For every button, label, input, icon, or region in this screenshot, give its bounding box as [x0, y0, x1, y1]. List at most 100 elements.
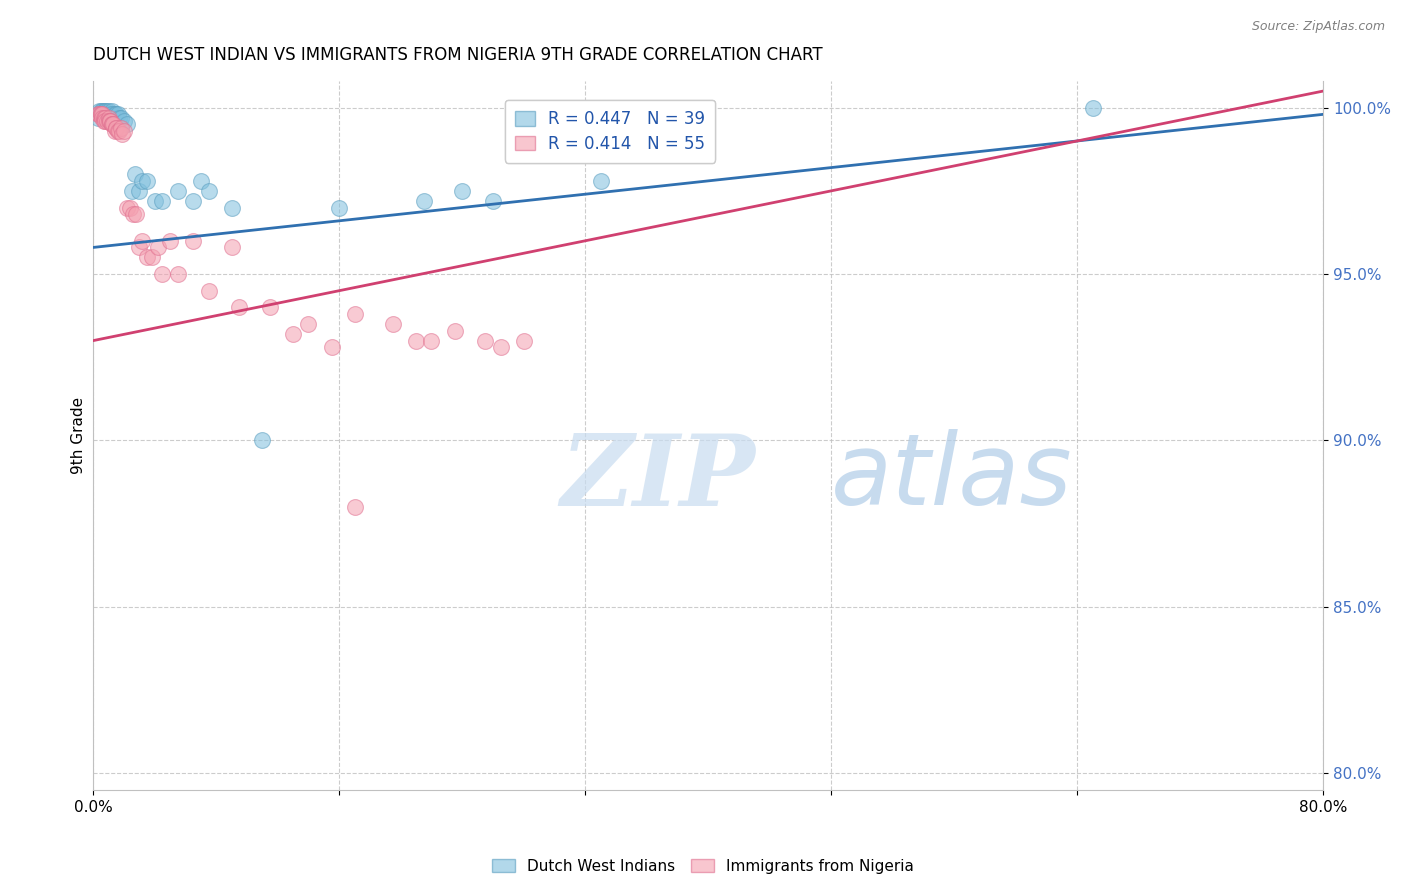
Point — [181, 194, 204, 208]
Point — [91, 111, 114, 125]
Point — [90, 103, 112, 118]
Point — [91, 103, 114, 118]
Point — [197, 284, 219, 298]
Point — [96, 114, 118, 128]
Point — [90, 107, 112, 121]
Point — [94, 103, 117, 118]
Point — [104, 124, 127, 138]
Point — [328, 201, 350, 215]
Point — [87, 107, 110, 121]
Point — [110, 111, 132, 125]
Point — [96, 103, 118, 118]
Point — [112, 114, 135, 128]
Point — [166, 267, 188, 281]
Point — [98, 107, 121, 121]
Point — [94, 111, 117, 125]
Point — [131, 234, 153, 248]
Y-axis label: 9th Grade: 9th Grade — [72, 397, 86, 474]
Point — [93, 107, 115, 121]
Point — [108, 111, 131, 125]
Point — [489, 340, 512, 354]
Point — [190, 174, 212, 188]
Point — [451, 184, 474, 198]
Point — [128, 240, 150, 254]
Point — [512, 334, 534, 348]
Point — [136, 174, 159, 188]
Point — [382, 317, 405, 331]
Point — [90, 107, 112, 121]
Point — [111, 128, 134, 142]
Point — [128, 184, 150, 198]
Point — [97, 103, 120, 118]
Point — [143, 194, 166, 208]
Point — [101, 117, 124, 131]
Point — [150, 267, 173, 281]
Point — [1081, 101, 1104, 115]
Legend: R = 0.447   N = 39, R = 0.414   N = 55: R = 0.447 N = 39, R = 0.414 N = 55 — [505, 100, 716, 162]
Point — [181, 234, 204, 248]
Point — [112, 124, 135, 138]
Point — [110, 120, 132, 135]
Point — [131, 174, 153, 188]
Point — [420, 334, 443, 348]
Point — [100, 117, 122, 131]
Point — [589, 174, 612, 188]
Point — [107, 124, 129, 138]
Legend: Dutch West Indians, Immigrants from Nigeria: Dutch West Indians, Immigrants from Nige… — [486, 853, 920, 880]
Point — [91, 107, 114, 121]
Point — [228, 301, 250, 315]
Point — [101, 111, 124, 125]
Point — [108, 124, 131, 138]
Point — [197, 184, 219, 198]
Point — [87, 111, 110, 125]
Text: ZIP: ZIP — [561, 430, 755, 526]
Point — [100, 117, 122, 131]
Point — [97, 111, 120, 125]
Point — [93, 103, 115, 118]
Point — [343, 307, 366, 321]
Point — [104, 107, 127, 121]
Point — [150, 194, 173, 208]
Point — [122, 207, 145, 221]
Point — [97, 114, 120, 128]
Point — [297, 317, 319, 331]
Point — [343, 500, 366, 514]
Point — [412, 194, 434, 208]
Point — [321, 340, 343, 354]
Point — [93, 111, 115, 125]
Point — [252, 434, 274, 448]
Point — [124, 167, 146, 181]
Point — [89, 103, 111, 118]
Point — [221, 201, 243, 215]
Point — [159, 234, 181, 248]
Point — [259, 301, 281, 315]
Point — [136, 251, 159, 265]
Point — [474, 334, 496, 348]
Point — [120, 201, 142, 215]
Point — [105, 120, 128, 135]
Point — [443, 324, 465, 338]
Point — [115, 201, 138, 215]
Point — [141, 251, 163, 265]
Point — [146, 240, 169, 254]
Point — [166, 184, 188, 198]
Point — [405, 334, 427, 348]
Point — [221, 240, 243, 254]
Point — [105, 120, 128, 135]
Point — [105, 107, 128, 121]
Text: Source: ZipAtlas.com: Source: ZipAtlas.com — [1251, 20, 1385, 33]
Point — [482, 194, 505, 208]
Text: DUTCH WEST INDIAN VS IMMIGRANTS FROM NIGERIA 9TH GRADE CORRELATION CHART: DUTCH WEST INDIAN VS IMMIGRANTS FROM NIG… — [93, 46, 823, 64]
Text: atlas: atlas — [831, 429, 1073, 526]
Point — [107, 107, 129, 121]
Point — [115, 117, 138, 131]
Point — [281, 326, 304, 341]
Point — [125, 207, 148, 221]
Point — [98, 114, 121, 128]
Point — [100, 103, 122, 118]
Point — [94, 114, 117, 128]
Point — [100, 107, 122, 121]
Point — [121, 184, 143, 198]
Point — [89, 107, 111, 121]
Point — [98, 114, 121, 128]
